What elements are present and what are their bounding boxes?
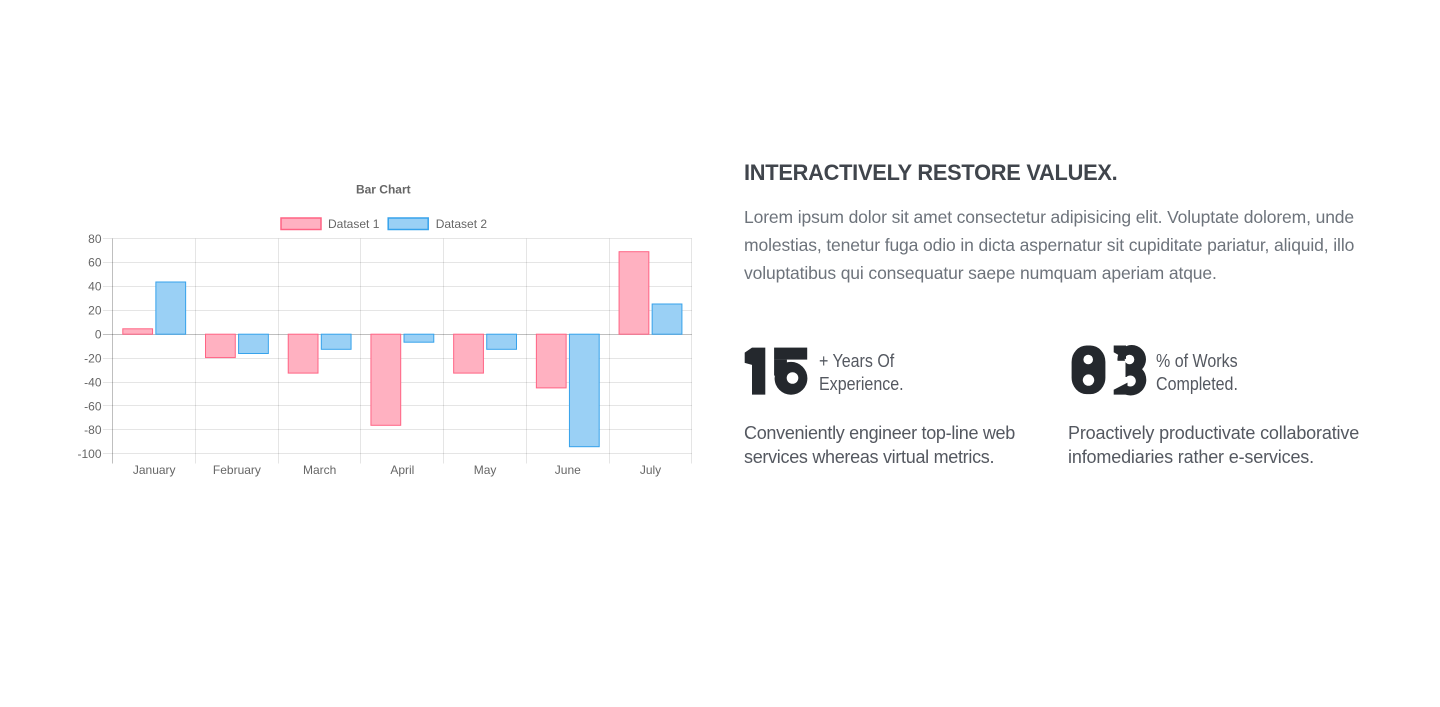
svg-text:-100: -100 bbox=[77, 447, 101, 461]
svg-text:Bar Chart: Bar Chart bbox=[356, 183, 411, 197]
svg-text:80: 80 bbox=[88, 232, 102, 246]
svg-text:April: April bbox=[390, 463, 414, 477]
svg-text:-20: -20 bbox=[84, 351, 102, 365]
svg-text:Dataset 2: Dataset 2 bbox=[436, 217, 488, 231]
svg-text:March: March bbox=[303, 463, 336, 477]
svg-text:60: 60 bbox=[88, 256, 102, 270]
svg-text:-40: -40 bbox=[84, 375, 102, 389]
svg-text:-80: -80 bbox=[84, 423, 102, 437]
svg-text:-60: -60 bbox=[84, 399, 102, 413]
svg-text:July: July bbox=[640, 463, 661, 477]
svg-text:0: 0 bbox=[95, 328, 102, 342]
svg-text:40: 40 bbox=[88, 280, 102, 294]
svg-text:January: January bbox=[133, 463, 176, 477]
svg-text:20: 20 bbox=[88, 304, 102, 318]
svg-text:June: June bbox=[555, 463, 581, 477]
svg-text:May: May bbox=[474, 463, 497, 477]
svg-text:February: February bbox=[213, 463, 261, 477]
svg-text:Dataset 1: Dataset 1 bbox=[328, 217, 380, 231]
